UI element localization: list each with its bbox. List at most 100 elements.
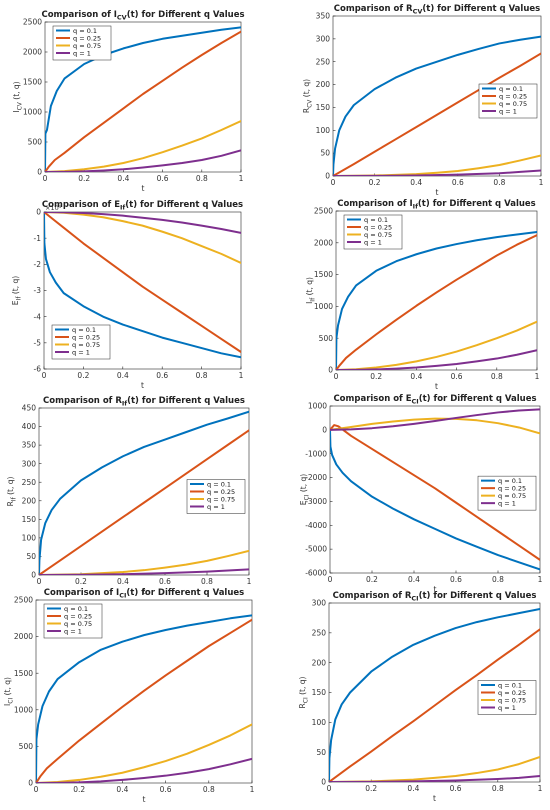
y-tick-label: 0 <box>322 425 327 434</box>
y-tick-label: 0 <box>36 208 41 217</box>
series-line-q-0.25 <box>330 424 540 561</box>
legend-entry-label: q = 1 <box>72 348 90 356</box>
y-tick-label: -3 <box>34 286 42 295</box>
y-axis-label-tail: (t, q) <box>305 277 314 298</box>
y-axis-label-main: I <box>3 704 12 706</box>
y-tick-label: -1 <box>34 234 42 243</box>
x-tick-label: 0.8 <box>492 784 504 793</box>
y-tick-label: 0 <box>321 778 326 787</box>
series-line-q-0.75 <box>330 417 540 435</box>
series-line-q-1 <box>39 568 249 575</box>
legend-box <box>43 603 103 639</box>
chart-title: Comparison of ICI(t) for Different q Val… <box>44 588 244 600</box>
y-axis-label-tail: (t, q) <box>6 477 15 498</box>
y-tick-label: 500 <box>319 334 334 343</box>
legend-entry-label: q = 0.75 <box>498 696 526 704</box>
legend-entry-label: q = 1 <box>73 49 91 57</box>
series-line-q-1 <box>333 169 541 176</box>
y-tick-label: 450 <box>22 404 37 413</box>
series-line-q-0.75 <box>39 549 249 575</box>
x-tick-label: 0.8 <box>201 577 213 586</box>
legend-entry-label: q = 0.1 <box>498 477 522 485</box>
x-tick-label: 0.2 <box>370 372 382 381</box>
chart-title: Comparison of IIf(t) for Different q Val… <box>337 199 536 211</box>
series-line-q-1 <box>330 408 540 431</box>
y-tick-label: 350 <box>22 441 37 450</box>
x-axis-label: t <box>436 188 439 197</box>
chart-title-tail: (t) for Different q Values <box>127 10 245 20</box>
y-axis-label: ICV (t, q) <box>12 81 24 112</box>
series-line-q-0.25 <box>44 212 241 353</box>
y-axis-label: EIf (t, q) <box>11 276 23 305</box>
y-tick-label: 1000 <box>314 302 333 311</box>
y-tick-label: 50 <box>316 748 326 757</box>
x-tick-label: 0.2 <box>75 577 87 586</box>
legend-entry-label: q = 0.25 <box>207 488 235 496</box>
series-line-q-0.1 <box>330 428 540 571</box>
y-axis-label-main: R <box>302 108 311 113</box>
chart-title-tail: (t) for Different q Values <box>125 200 243 210</box>
y-tick-label: -6 <box>34 365 42 374</box>
y-axis-label: ICI (t, q) <box>3 677 15 706</box>
x-axis-label: t <box>141 381 144 390</box>
x-tick-label: 1 <box>538 575 543 584</box>
series-line-q-0.75 <box>44 212 241 265</box>
chart-title-subscript: CI <box>411 595 418 603</box>
series-line-q-0.25 <box>333 52 541 176</box>
y-tick-label: 1000 <box>23 108 42 117</box>
x-tick-label: 0.6 <box>450 784 462 793</box>
legend: q = 0.1q = 0.25q = 0.75q = 1 <box>186 479 246 514</box>
chart-title-main: Comparison of E <box>42 200 120 210</box>
x-tick-label: 0.6 <box>159 577 171 586</box>
series-line-q-0.1 <box>36 614 252 783</box>
y-tick-label: 50 <box>320 149 330 158</box>
chart-title-tail: (t) for Different q Values <box>419 591 537 601</box>
series-line-q-0.1 <box>39 410 249 575</box>
legend-box <box>51 324 111 360</box>
x-axis-label: t <box>435 382 438 391</box>
x-tick-label: 0.2 <box>365 784 377 793</box>
x-tick-label: 0.2 <box>78 174 90 183</box>
y-axis-label-tail: (t, q) <box>302 79 311 100</box>
chart-title-subscript: CI <box>119 592 126 600</box>
chart-title: Comparison of RCI(t) for Different q Val… <box>333 591 537 603</box>
legend-entry-label: q = 1 <box>498 499 516 507</box>
legend: q = 0.1q = 0.25q = 0.75q = 1 <box>477 680 537 715</box>
series-line-q-1 <box>329 775 540 782</box>
y-tick-label: 2500 <box>314 207 333 216</box>
x-tick-label: 0.4 <box>408 575 420 584</box>
chart-title-tail: (t) for Different q Values <box>127 396 245 406</box>
y-axis-label-tail: (t, q) <box>3 677 12 698</box>
x-tick-label: 0.2 <box>366 575 378 584</box>
y-axis-label-tail: (t, q) <box>12 81 21 102</box>
y-tick-label: -5000 <box>305 545 327 554</box>
series-line-q-0.75 <box>336 320 537 370</box>
legend-box <box>477 475 537 511</box>
legend-box <box>52 25 112 61</box>
y-tick-label: 0 <box>325 172 330 181</box>
y-tick-label: -4000 <box>305 521 327 530</box>
y-axis-label: RCV (t, q) <box>302 79 314 113</box>
x-tick-label: 1 <box>239 371 244 380</box>
y-axis-label-main: R <box>6 501 15 506</box>
legend-entry-label: q = 1 <box>64 627 82 635</box>
x-tick-label: 0.4 <box>116 785 128 794</box>
y-tick-label: 50 <box>26 552 36 561</box>
x-tick-label: 1 <box>250 785 255 794</box>
y-axis-label-tail: (t, q) <box>299 474 308 495</box>
y-axis-label-subscript: CI <box>304 494 311 500</box>
series-line-q-0.25 <box>39 429 249 575</box>
x-tick-label: 0.2 <box>73 785 85 794</box>
series-line-q-1 <box>36 757 252 783</box>
chart-title-tail: (t) for Different q Values <box>418 199 536 209</box>
x-tick-label: 0.2 <box>77 371 89 380</box>
legend-entry-label: q = 0.25 <box>498 689 526 697</box>
x-tick-label: 0.6 <box>451 372 463 381</box>
y-tick-label: 2000 <box>314 238 333 247</box>
y-tick-label: 0 <box>31 571 36 580</box>
legend-box <box>186 479 246 514</box>
x-tick-label: 0.6 <box>156 371 168 380</box>
x-tick-label: 0.4 <box>117 577 129 586</box>
y-axis-label-subscript: CV <box>307 99 314 108</box>
